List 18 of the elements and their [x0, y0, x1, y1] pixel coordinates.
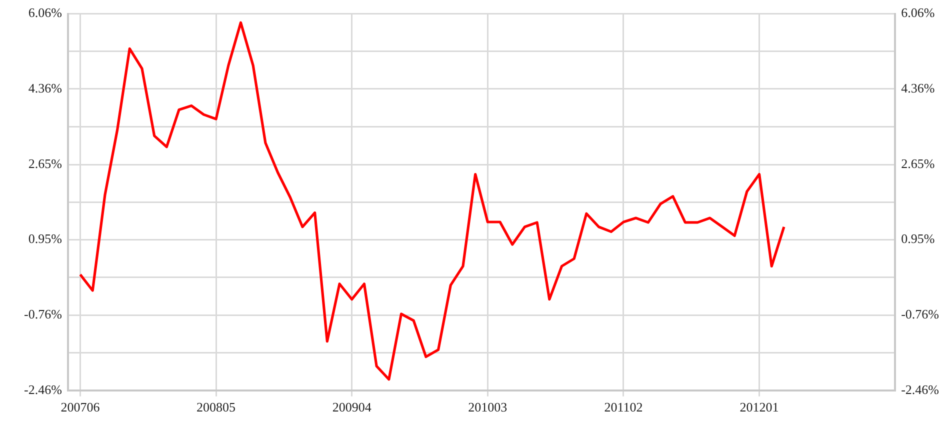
y-tick-label: 4.36% — [28, 80, 62, 96]
y-tick-label: 6.06% — [28, 5, 62, 20]
y2-tick-label: 6.06% — [901, 5, 935, 20]
y-tick-label: -2.46% — [24, 382, 62, 397]
y2-tick-label: -2.46% — [901, 382, 940, 397]
x-tick-label: 201003 — [468, 400, 508, 415]
x-tick-label: 200706 — [60, 400, 100, 415]
y2-tick-label: -0.76% — [901, 306, 940, 322]
x-tick-label: 201201 — [740, 400, 779, 415]
y2-tick-label: 4.36% — [901, 80, 935, 96]
x-tick-label: 200904 — [332, 400, 372, 415]
x-tick-label: 201102 — [604, 400, 643, 415]
y-tick-label: 0.95% — [28, 231, 62, 246]
x-tick-label: 200805 — [196, 400, 236, 415]
y2-tick-label: 0.95% — [901, 231, 935, 246]
y-tick-label: -0.76% — [24, 306, 62, 322]
y2-tick-label: 2.65% — [901, 156, 935, 171]
y-tick-label: 2.65% — [28, 156, 62, 171]
